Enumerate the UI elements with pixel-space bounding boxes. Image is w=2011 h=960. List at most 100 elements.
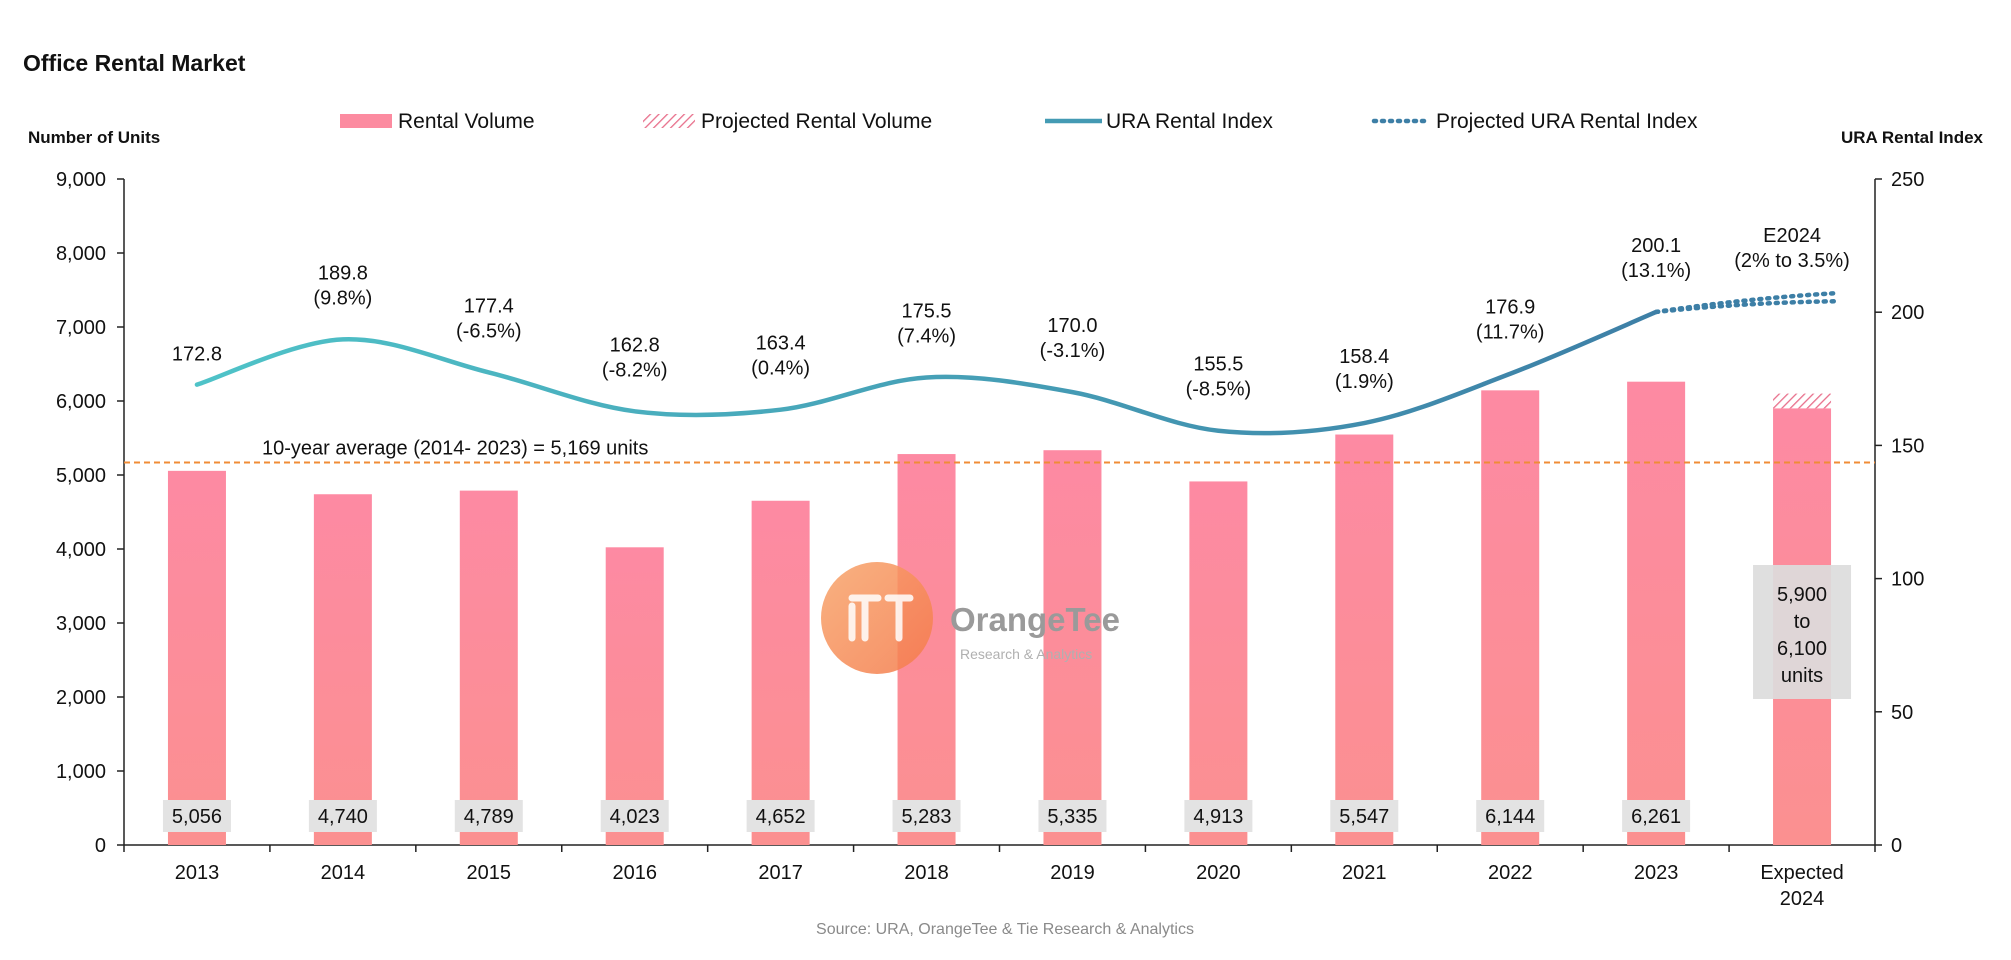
legend-item-projected-ura-rental-index: Projected URA Rental Index	[1371, 110, 1698, 133]
bar-value-label: 4,789	[464, 806, 514, 828]
watermark-logo-mark	[848, 594, 914, 642]
index-value-label: 176.9	[1485, 297, 1535, 319]
bar-value-label: 5,283	[902, 806, 952, 828]
bar-value-label-box	[1038, 800, 1107, 832]
index-change-label: (-6.5%)	[456, 320, 522, 342]
y2-tick-label: 50	[1891, 702, 1913, 724]
watermark-name: OrangeTee	[950, 601, 1120, 638]
index-value-label: 155.5	[1193, 354, 1243, 376]
bar-value-label: 4,740	[318, 806, 368, 828]
bar-rental-volume	[459, 490, 518, 845]
watermark-logo	[821, 562, 933, 674]
x-tick-label: 2015	[467, 862, 512, 884]
projected-index-label: (2% to 3.5%)	[1734, 250, 1850, 272]
x-tick-label: 2013	[175, 862, 220, 884]
y-tick-label: 2,000	[56, 687, 106, 709]
bar-value-label-box	[892, 800, 961, 832]
y-tick-label: 4,000	[56, 539, 106, 561]
bar-rental-volume	[1043, 450, 1102, 845]
projected-value-label: 5,900	[1777, 584, 1827, 606]
legend: Rental Volume Projected Rental Volume UR…	[340, 110, 1698, 133]
index-value-label: 163.4	[756, 333, 806, 355]
bar-rental-volume	[313, 494, 372, 845]
projected-value-label: 6,100	[1777, 638, 1827, 660]
legend-item-projected-rental-volume: Projected Rental Volume	[643, 110, 932, 133]
source-note: Source: URA, OrangeTee & Tie Research & …	[816, 921, 1194, 938]
y2-axis-title: URA Rental Index	[1841, 128, 1984, 147]
x-tick-label-projected: 2024	[1780, 888, 1825, 910]
index-value-label: 170.0	[1047, 315, 1097, 337]
bar-value-label-box	[454, 800, 523, 832]
average-line-group: 10-year average (2014- 2023) = 5,169 uni…	[124, 437, 1875, 464]
line-projected-ura-rental-index	[1653, 291, 1837, 315]
index-value-label: 175.5	[902, 300, 952, 322]
bar-value-label: 6,261	[1631, 806, 1681, 828]
x-tick-label: 2019	[1050, 862, 1095, 884]
y2-tick-label: 100	[1891, 569, 1924, 591]
bar-value-label-box	[1184, 800, 1253, 832]
bar-value-label-box	[600, 800, 669, 832]
index-change-label: (1.9%)	[1335, 371, 1394, 393]
index-change-label: (9.8%)	[313, 287, 372, 309]
y-tick-label: 6,000	[56, 391, 106, 413]
bar-rental-volume	[1627, 381, 1686, 845]
y-tick-label: 0	[95, 835, 106, 857]
index-value-label: 189.8	[318, 262, 368, 284]
bar-value-label-box	[746, 800, 815, 832]
index-value-label: 200.1	[1631, 235, 1681, 257]
bar-value-label: 5,335	[1047, 806, 1097, 828]
y2-tick-label: 0	[1891, 835, 1902, 857]
axes: 0 1,000 2,000 3,000 4,000 5,000 6,000 7,000 8,00…	[56, 169, 1924, 910]
x-tick-label: 2014	[321, 862, 366, 884]
y2-tick-label: 200	[1891, 302, 1924, 324]
legend-swatch-projected-rental-volume	[643, 114, 695, 128]
legend-label-projected-ura-rental-index: Projected URA Rental Index	[1436, 110, 1698, 133]
index-value-label: 177.4	[464, 295, 514, 317]
index-value-label: 158.4	[1339, 346, 1389, 368]
bar-rental-volume	[167, 470, 226, 845]
bar-rental-volume	[1335, 434, 1394, 845]
projected-index-label: E2024	[1763, 225, 1821, 247]
bar-rental-volume	[1189, 481, 1248, 845]
data-labels: 172.8 189.8 (9.8%) 177.4 (-6.5%) 162.8 (-8.2%)…	[172, 225, 1850, 401]
watermark-subtitle: Research & Analytics	[960, 646, 1092, 662]
projected-value-label: units	[1781, 665, 1823, 687]
bar-value-label-box	[162, 800, 231, 832]
chart-title: Office Rental Market	[23, 50, 246, 76]
y-tick-label: 1,000	[56, 761, 106, 783]
legend-label-projected-rental-volume: Projected Rental Volume	[701, 110, 932, 133]
y-tick-label: 3,000	[56, 613, 106, 635]
index-change-label: (-8.2%)	[602, 359, 668, 381]
index-lines	[194, 291, 1837, 436]
x-tick-label: 2021	[1342, 862, 1387, 884]
x-tick-label-projected: Expected	[1760, 862, 1843, 884]
index-change-label: (13.1%)	[1621, 260, 1691, 282]
index-change-label: (0.4%)	[751, 358, 810, 380]
bars: 5,056 4,740 4,789 4,023 4,652 5,283 5,335 4,913…	[162, 381, 1852, 845]
y-tick-label: 8,000	[56, 243, 106, 265]
bar-value-label: 4,023	[610, 806, 660, 828]
bar-value-label-box	[308, 800, 377, 832]
x-tick-label: 2017	[758, 862, 803, 884]
index-value-label: 172.8	[172, 344, 222, 366]
projected-value-label: to	[1794, 611, 1811, 633]
bar-value-label: 5,547	[1339, 806, 1389, 828]
average-line-label: 10-year average (2014- 2023) = 5,169 uni…	[262, 437, 648, 459]
bar-rental-volume	[605, 547, 664, 845]
bar-projected-rental-volume-hatched	[1773, 393, 1832, 409]
legend-label-rental-volume: Rental Volume	[398, 110, 535, 133]
bar-value-label: 5,056	[172, 806, 222, 828]
x-tick-label: 2023	[1634, 862, 1679, 884]
y-tick-label: 7,000	[56, 317, 106, 339]
bar-rental-volume	[751, 500, 810, 845]
y-tick-label: 9,000	[56, 169, 106, 191]
legend-label-ura-rental-index: URA Rental Index	[1106, 110, 1273, 133]
index-change-label: (-3.1%)	[1040, 340, 1106, 362]
bar-rental-volume	[1481, 390, 1540, 845]
y-tick-label: 5,000	[56, 465, 106, 487]
bar-value-label-box	[1330, 800, 1399, 832]
y2-tick-label: 150	[1891, 435, 1924, 457]
legend-item-rental-volume: Rental Volume	[340, 110, 535, 133]
x-tick-label: 2016	[612, 862, 657, 884]
